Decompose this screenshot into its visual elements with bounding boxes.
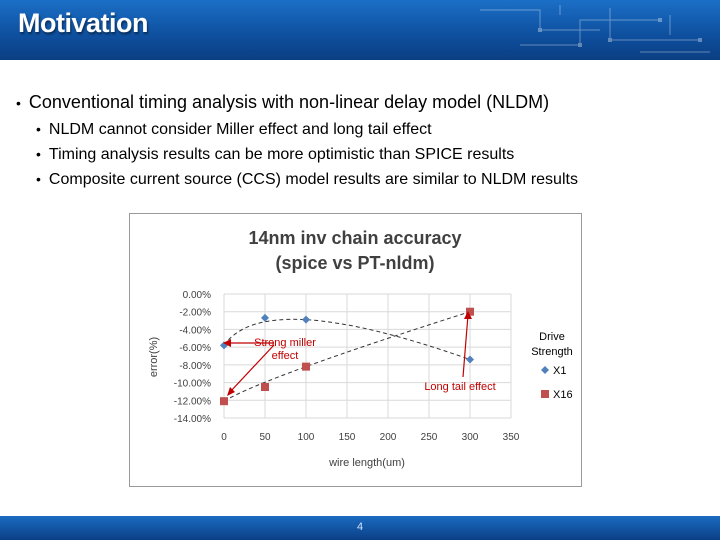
x-tick-label: 250 — [421, 432, 438, 443]
x1-point — [261, 313, 269, 322]
bullet-dot: • — [16, 95, 21, 111]
circuit-decoration — [480, 5, 710, 53]
bullet-main-text: Conventional timing analysis with non-li… — [28, 92, 550, 112]
x-tick-label: 150 — [339, 432, 356, 443]
sub-bullet: • NLDM cannot consider Miller effect and… — [36, 117, 716, 142]
x-axis-label: wire length(um) — [328, 457, 405, 469]
x-tick-label: 0 — [221, 432, 227, 443]
y-tick-label: -8.00% — [179, 361, 211, 372]
legend-marker-x1 — [541, 366, 549, 374]
miller-arrow-2 — [229, 344, 275, 393]
y-tick-label: -14.00% — [174, 414, 211, 425]
y-tick-label: -2.00% — [179, 308, 211, 319]
legend-title-line2: Strength — [531, 346, 573, 358]
legend-label-x16: X16 — [553, 389, 573, 401]
y-axis-label: error(%) — [148, 337, 160, 377]
chart-title-line2: (spice vs PT-nldm) — [275, 253, 434, 273]
y-tick-label: -4.00% — [179, 325, 211, 336]
bullet-main: • Conventional timing analysis with non-… — [16, 92, 716, 113]
long-tail-arrowhead — [464, 311, 472, 319]
sub-bullet-text: Composite current source (CCS) model res… — [48, 171, 578, 188]
y-tick-label: -6.00% — [179, 343, 211, 354]
x-tick-label: 350 — [503, 432, 520, 443]
footer-bar: 4 — [0, 516, 720, 540]
x16-point — [302, 362, 310, 371]
legend-marker-x16 — [541, 390, 549, 398]
x16-point — [261, 383, 269, 391]
x1-point — [466, 355, 474, 364]
sub-bullet: • Timing analysis results can be more op… — [36, 142, 716, 167]
sub-bullet-text: NLDM cannot consider Miller effect and l… — [48, 121, 432, 138]
y-tick-label: -10.00% — [174, 379, 211, 390]
miller-arrowhead-1 — [223, 339, 231, 347]
y-tick-label: -12.00% — [174, 396, 211, 407]
chart-frame: 14nm inv chain accuracy (spice vs PT-nld… — [129, 213, 582, 487]
x16-point — [220, 397, 228, 406]
annotation-strong-miller-line1: Strong miller — [254, 337, 316, 349]
bullet-dot: • — [36, 146, 41, 162]
annotation-strong-miller-line2: effect — [272, 350, 299, 362]
sub-bullet-text: Timing analysis results can be more opti… — [48, 146, 515, 163]
legend-title-line1: Drive — [539, 331, 565, 343]
x-tick-label: 50 — [259, 432, 271, 443]
page-number: 4 — [356, 521, 364, 533]
bullet-dot: • — [36, 171, 41, 187]
annotation-long-tail: Long tail effect — [424, 381, 495, 393]
sub-bullet-list: • NLDM cannot consider Miller effect and… — [36, 117, 716, 192]
title-bar: Motivation — [0, 0, 720, 60]
x-tick-label: 100 — [298, 432, 315, 443]
y-tick-label: 0.00% — [183, 290, 211, 301]
legend-label-x1: X1 — [553, 365, 566, 377]
x1-trend-line — [223, 318, 471, 361]
bullet-list: • Conventional timing analysis with non-… — [16, 92, 716, 192]
x1-point — [302, 315, 310, 324]
miller-arrowhead-2 — [227, 387, 235, 396]
sub-bullet: • Composite current source (CCS) model r… — [36, 167, 716, 192]
x16-trend-line — [223, 311, 471, 402]
bullet-dot: • — [36, 121, 41, 137]
x16-point — [466, 307, 474, 316]
chart-title-line1: 14nm inv chain accuracy — [248, 228, 461, 248]
accuracy-chart: 14nm inv chain accuracy (spice vs PT-nld… — [148, 228, 573, 469]
long-tail-arrow — [462, 314, 469, 378]
slide-title: Motivation — [18, 8, 149, 38]
x-tick-label: 300 — [462, 432, 479, 443]
x-tick-label: 200 — [380, 432, 397, 443]
